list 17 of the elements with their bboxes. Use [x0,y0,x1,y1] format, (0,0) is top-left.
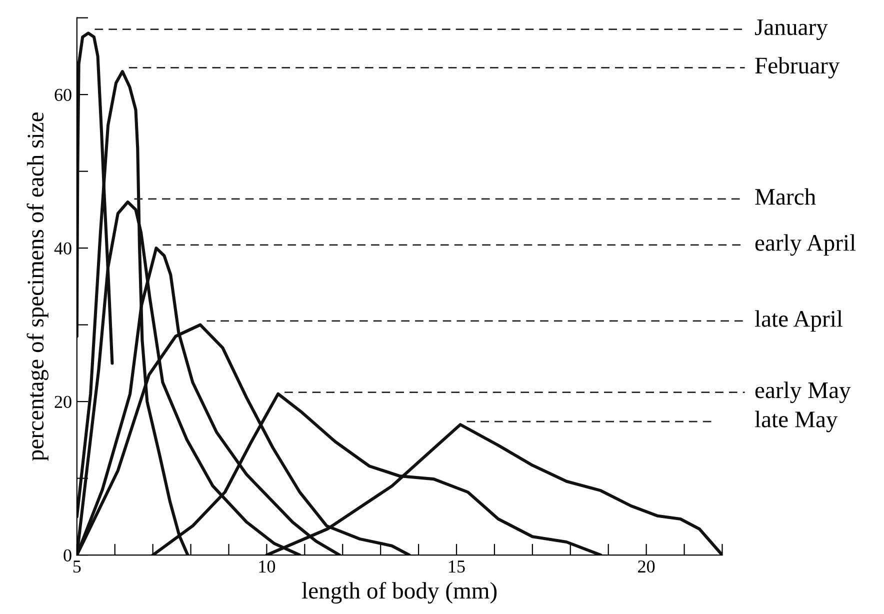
x-tick-label: 20 [638,560,655,573]
ref-line-label: March [755,188,816,205]
x-tick-label: 15 [449,560,465,573]
ref-line-label: January [754,19,828,40]
y-tick-label: 60 [54,88,72,101]
y-tick-label: 40 [54,242,72,254]
ref-line-label: early April [755,234,856,256]
ref-line-label: early May [755,382,851,404]
x-tick-label: 5 [73,560,81,573]
x-axis-title: length of body (mm) [302,582,497,604]
x-tick-label: 10 [259,560,276,573]
ref-line-label: late April [754,310,843,332]
y-axis-title: percentage of specimens of each size [26,112,48,461]
y-tick-label: 0 [64,549,72,562]
ref-line-label: late May [754,410,838,432]
y-tick-label: 20 [54,396,72,408]
ref-line-label: February [755,56,840,78]
